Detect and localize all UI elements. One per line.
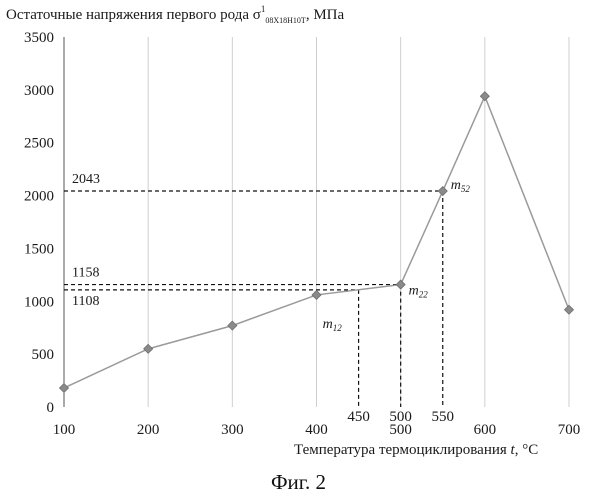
x-tick-label: 100 (53, 422, 76, 438)
data-point (396, 280, 405, 289)
data-point (228, 321, 237, 330)
y-tick-label: 500 (32, 347, 55, 363)
point-label: m12 (323, 317, 343, 333)
figure-caption: Фиг. 2 (0, 470, 597, 495)
axes: 0 500 1000 1500 2000 2500 3000 3500 100 200 300 400… (24, 30, 580, 438)
y-tick-label: 1000 (24, 294, 54, 310)
reference-label-v: 550 (432, 409, 455, 425)
reference-lines: 2043 1158 1108 450 500 550 (64, 172, 454, 425)
y-tick-label: 3000 (24, 83, 54, 99)
y-tick-label: 2500 (24, 136, 54, 152)
reference-label-h: 1108 (72, 294, 99, 309)
reference-label-h: 2043 (72, 172, 100, 187)
x-tick-label: 300 (221, 422, 244, 438)
point-labels: m12 m22 m52 (323, 178, 471, 333)
data-point (144, 344, 153, 353)
chart-title: Остаточные напряжения первого рода σ108Х… (6, 4, 344, 25)
point-label: m22 (409, 284, 429, 300)
data-point (438, 187, 447, 196)
data-point (480, 92, 489, 101)
y-tick-label: 1500 (24, 241, 54, 257)
reference-label-v: 500 (389, 409, 412, 425)
y-tick-label: 3500 (24, 30, 54, 46)
data-point (60, 383, 69, 392)
x-tick-label: 200 (137, 422, 160, 438)
grid (148, 37, 569, 407)
point-label: m52 (451, 178, 471, 194)
y-tick-label: 0 (47, 400, 55, 416)
data-point (565, 305, 574, 314)
reference-label-v: 450 (347, 409, 370, 425)
x-tick-label: 700 (558, 422, 581, 438)
reference-label-h: 1158 (72, 266, 99, 281)
data-point (312, 290, 321, 299)
y-tick-label: 2000 (24, 189, 54, 205)
x-tick-label: 600 (474, 422, 497, 438)
x-axis-title: Температура термоциклирования t, °С (294, 442, 538, 458)
x-tick-label: 400 (305, 422, 328, 438)
